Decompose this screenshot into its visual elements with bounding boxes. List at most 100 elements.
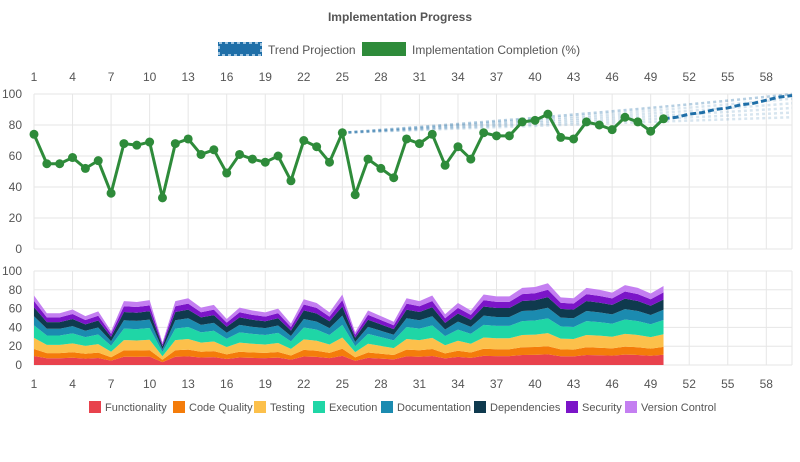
bottom-legend: Functionality Code Quality Testing Executio… [89,401,716,414]
top-plot-series [29,94,793,203]
legend-item-documentation[interactable]: Documentation [381,401,471,414]
completion-point[interactable] [659,114,669,124]
completion-point[interactable] [414,139,424,149]
completion-point[interactable] [440,160,450,170]
legend-item-implementation-completion[interactable]: Implementation Completion (%) [362,42,580,57]
legend-item-trend-projection[interactable]: Trend Projection [218,42,356,57]
completion-point[interactable] [479,128,489,138]
x-tick-label: 34 [451,70,465,84]
area-dependencies [34,297,664,350]
legend-label: Implementation Completion (%) [412,43,580,57]
completion-point[interactable] [29,129,39,139]
x-tick-label: 28 [374,377,388,391]
x-tick-label: 46 [605,377,619,391]
completion-point[interactable] [106,188,116,198]
completion-point[interactable] [93,156,103,166]
legend-swatch [218,42,262,56]
y-tick-label: 20 [9,211,23,225]
legend-item-execution[interactable]: Execution [313,401,377,414]
completion-point[interactable] [556,132,566,142]
completion-point[interactable] [157,193,167,203]
completion-point[interactable] [569,134,579,144]
completion-point[interactable] [620,112,630,122]
completion-point[interactable] [273,151,283,161]
legend-item-dependencies[interactable]: Dependencies [474,401,561,414]
area-version-control [34,283,664,345]
completion-point[interactable] [594,120,604,130]
legend-label: Execution [329,402,377,414]
completion-point[interactable] [68,153,78,163]
x-tick-label: 55 [721,377,735,391]
projection-band-line [342,92,793,134]
legend-item-testing[interactable]: Testing [254,401,305,414]
completion-point[interactable] [119,139,129,149]
completion-point[interactable] [543,109,553,119]
legend-swatch [362,42,406,56]
completion-point[interactable] [633,117,643,127]
completion-point[interactable] [530,115,540,125]
completion-point[interactable] [402,134,412,144]
completion-point[interactable] [209,145,219,155]
completion-point[interactable] [337,128,347,138]
completion-point[interactable] [222,168,232,178]
legend-label: Code Quality [189,402,253,414]
completion-point[interactable] [607,125,617,135]
y-tick-label: 40 [9,180,23,194]
legend-item-security[interactable]: Security [566,401,622,414]
completion-point[interactable] [170,139,180,149]
projection-band-line [342,102,793,134]
x-tick-label: 46 [605,70,619,84]
completion-point[interactable] [196,149,206,159]
completion-point[interactable] [581,117,591,127]
completion-point[interactable] [183,134,193,144]
y-tick-label: 40 [9,320,23,334]
completion-point[interactable] [235,149,245,159]
x-tick-label: 28 [374,70,388,84]
y-tick-label: 100 [2,264,22,278]
completion-point[interactable] [80,163,90,173]
chart-title: Implementation Progress [328,10,472,24]
legend-label: Documentation [397,402,471,414]
completion-point[interactable] [389,173,399,183]
completion-point[interactable] [376,163,386,173]
completion-point[interactable] [350,190,360,200]
completion-point[interactable] [132,140,142,150]
bottom-plot-axes: 1 4 7 10 13 16 19 22 25 28 31 34 37 40 43 46 49 52 55 58 0 20… [2,264,773,391]
legend-item-version-control[interactable]: Version Control [625,401,716,414]
top-plot-axes: 1 4 7 10 13 16 19 22 25 28 31 34 37 40 43 46 49 52 55 58 0 20… [2,70,773,256]
completion-point[interactable] [312,142,322,152]
completion-point[interactable] [466,154,476,164]
legend-item-functionality[interactable]: Functionality [89,401,167,414]
x-tick-label: 40 [528,70,542,84]
completion-point[interactable] [260,157,270,167]
x-tick-label: 58 [760,377,774,391]
x-tick-label: 7 [108,70,115,84]
legend-item-code-quality[interactable]: Code Quality [173,401,253,414]
y-tick-label: 80 [9,118,23,132]
x-tick-label: 10 [143,377,157,391]
completion-point[interactable] [492,131,502,141]
legend-swatch [381,401,393,413]
completion-point[interactable] [42,159,52,169]
completion-point[interactable] [646,126,656,136]
completion-point[interactable] [55,159,65,169]
legend-swatch-dash [218,42,262,56]
completion-point[interactable] [299,136,309,145]
projection-band-line [342,111,793,134]
completion-point[interactable] [324,157,334,167]
bottom-plot-areas [34,283,664,365]
x-tick-label: 19 [259,377,273,391]
legend-label: Functionality [105,402,167,414]
completion-point[interactable] [453,142,463,152]
completion-point[interactable] [286,176,296,186]
completion-point[interactable] [247,154,257,164]
completion-point[interactable] [427,129,437,139]
x-tick-label: 49 [644,377,658,391]
area-code-quality [34,346,664,363]
completion-point[interactable] [517,117,527,127]
completion-point[interactable] [145,137,155,147]
completion-point[interactable] [504,131,514,141]
completion-point[interactable] [363,154,373,164]
x-tick-label: 55 [721,70,735,84]
x-tick-label: 49 [644,70,658,84]
